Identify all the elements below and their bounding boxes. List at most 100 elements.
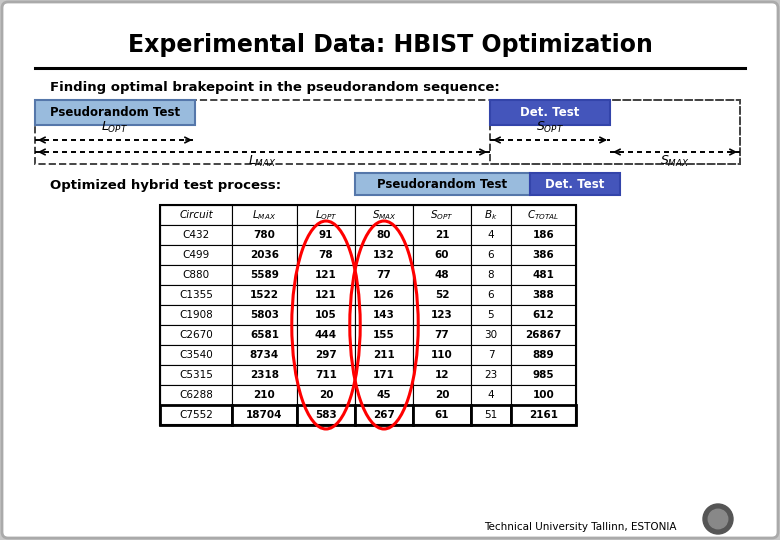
FancyBboxPatch shape: [511, 225, 576, 245]
Text: 186: 186: [533, 230, 555, 240]
Text: Finding optimal brakepoint in the pseudorandom sequence:: Finding optimal brakepoint in the pseudo…: [50, 82, 500, 94]
Text: 7: 7: [488, 350, 495, 360]
Text: 18704: 18704: [246, 410, 282, 420]
FancyBboxPatch shape: [355, 345, 413, 365]
FancyBboxPatch shape: [471, 225, 511, 245]
FancyBboxPatch shape: [471, 205, 511, 225]
FancyBboxPatch shape: [160, 205, 232, 225]
FancyBboxPatch shape: [297, 325, 355, 345]
FancyBboxPatch shape: [413, 385, 471, 405]
Text: Pseudorandom Test: Pseudorandom Test: [50, 106, 180, 119]
FancyBboxPatch shape: [160, 265, 232, 285]
Text: 297: 297: [315, 350, 337, 360]
Text: 171: 171: [373, 370, 395, 380]
Text: C1908: C1908: [179, 310, 213, 320]
Text: C5315: C5315: [179, 370, 213, 380]
Text: 20: 20: [319, 390, 333, 400]
FancyBboxPatch shape: [471, 265, 511, 285]
Text: 126: 126: [373, 290, 395, 300]
Circle shape: [708, 509, 728, 529]
FancyBboxPatch shape: [471, 325, 511, 345]
Text: 30: 30: [484, 330, 498, 340]
FancyBboxPatch shape: [160, 225, 232, 245]
Text: C3540: C3540: [179, 350, 213, 360]
Text: 5: 5: [488, 310, 495, 320]
Text: 91: 91: [319, 230, 333, 240]
Text: 4: 4: [488, 390, 495, 400]
FancyBboxPatch shape: [355, 405, 413, 425]
Text: 77: 77: [434, 330, 449, 340]
FancyBboxPatch shape: [471, 305, 511, 325]
FancyBboxPatch shape: [232, 405, 297, 425]
FancyBboxPatch shape: [471, 285, 511, 305]
FancyBboxPatch shape: [511, 365, 576, 385]
FancyBboxPatch shape: [355, 285, 413, 305]
FancyBboxPatch shape: [355, 205, 413, 225]
FancyBboxPatch shape: [35, 100, 195, 125]
FancyBboxPatch shape: [232, 245, 297, 265]
Text: 6: 6: [488, 250, 495, 260]
Text: $C_{TOTAL}$: $C_{TOTAL}$: [527, 208, 560, 222]
FancyBboxPatch shape: [355, 245, 413, 265]
FancyBboxPatch shape: [511, 305, 576, 325]
FancyBboxPatch shape: [490, 100, 610, 125]
FancyBboxPatch shape: [232, 205, 297, 225]
FancyBboxPatch shape: [297, 305, 355, 325]
FancyBboxPatch shape: [511, 325, 576, 345]
FancyBboxPatch shape: [160, 305, 232, 325]
Text: 52: 52: [434, 290, 449, 300]
FancyBboxPatch shape: [471, 385, 511, 405]
FancyBboxPatch shape: [297, 265, 355, 285]
Text: 110: 110: [431, 350, 453, 360]
Text: 26867: 26867: [525, 330, 562, 340]
FancyBboxPatch shape: [232, 285, 297, 305]
FancyBboxPatch shape: [511, 285, 576, 305]
Text: $S_{MAX}$: $S_{MAX}$: [371, 208, 396, 222]
Text: $L_{OPT}$: $L_{OPT}$: [314, 208, 338, 222]
FancyBboxPatch shape: [511, 245, 576, 265]
FancyBboxPatch shape: [160, 365, 232, 385]
Text: 48: 48: [434, 270, 449, 280]
Text: Experimental Data: HBIST Optimization: Experimental Data: HBIST Optimization: [128, 33, 652, 57]
Text: 5589: 5589: [250, 270, 279, 280]
Text: 21: 21: [434, 230, 449, 240]
Text: 77: 77: [377, 270, 392, 280]
FancyBboxPatch shape: [232, 225, 297, 245]
FancyBboxPatch shape: [160, 285, 232, 305]
FancyBboxPatch shape: [232, 265, 297, 285]
Text: 711: 711: [315, 370, 337, 380]
FancyBboxPatch shape: [511, 205, 576, 225]
FancyBboxPatch shape: [413, 205, 471, 225]
Text: 985: 985: [533, 370, 555, 380]
FancyBboxPatch shape: [232, 345, 297, 365]
Text: 386: 386: [533, 250, 555, 260]
Text: 210: 210: [254, 390, 275, 400]
Text: $L_{MAX}$: $L_{MAX}$: [248, 154, 277, 169]
FancyBboxPatch shape: [160, 245, 232, 265]
FancyBboxPatch shape: [232, 325, 297, 345]
Text: 45: 45: [377, 390, 392, 400]
FancyBboxPatch shape: [160, 405, 232, 425]
FancyBboxPatch shape: [413, 405, 471, 425]
Text: 123: 123: [431, 310, 453, 320]
Text: Pseudorandom Test: Pseudorandom Test: [378, 178, 508, 191]
FancyBboxPatch shape: [355, 265, 413, 285]
Text: 388: 388: [533, 290, 555, 300]
Text: 12: 12: [434, 370, 449, 380]
Text: $S_{OPT}$: $S_{OPT}$: [536, 120, 564, 135]
Text: 889: 889: [533, 350, 555, 360]
FancyBboxPatch shape: [297, 205, 355, 225]
FancyBboxPatch shape: [297, 345, 355, 365]
Text: 612: 612: [533, 310, 555, 320]
Text: Technical University Tallinn, ESTONIA: Technical University Tallinn, ESTONIA: [484, 522, 676, 532]
FancyBboxPatch shape: [297, 225, 355, 245]
Text: Optimized hybrid test process:: Optimized hybrid test process:: [50, 179, 281, 192]
FancyBboxPatch shape: [355, 225, 413, 245]
Text: 4: 4: [488, 230, 495, 240]
FancyBboxPatch shape: [530, 173, 620, 195]
Text: 8734: 8734: [250, 350, 279, 360]
FancyBboxPatch shape: [297, 285, 355, 305]
FancyBboxPatch shape: [297, 405, 355, 425]
FancyBboxPatch shape: [511, 405, 576, 425]
Text: 155: 155: [373, 330, 395, 340]
